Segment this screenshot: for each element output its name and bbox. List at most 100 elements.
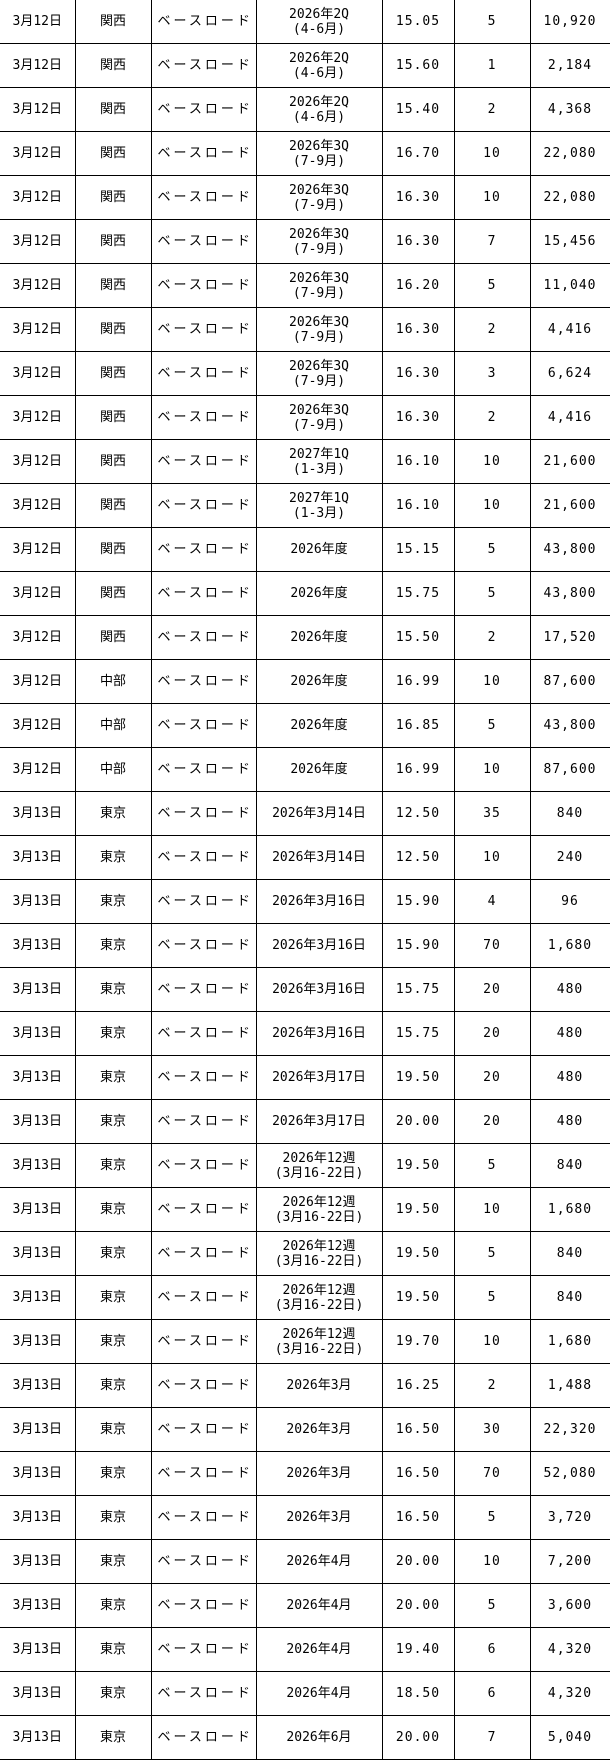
amount-cell: 1,680 [529, 1319, 610, 1364]
amount-cell: 4,320 [529, 1671, 610, 1716]
qty-cell: 10 [453, 1539, 531, 1584]
product-cell: ベースロード [150, 1011, 257, 1056]
table-row: 3月13日 東京 ベースロード 2026年12週 (3月16-22日) 19.50 5 840 [0, 1143, 610, 1188]
product-cell: ベースロード [150, 1495, 257, 1540]
area-cell: 東京 [74, 791, 152, 836]
date-cell: 3月12日 [0, 615, 76, 660]
area-cell: 東京 [74, 1275, 152, 1320]
table-row: 3月12日 関西 ベースロード 2027年1Q (1-3月) 16.10 10 21,600 [0, 439, 610, 484]
area-cell: 関西 [74, 0, 152, 44]
period-label: 2026年3月16日 [272, 938, 366, 953]
area-cell: 関西 [74, 87, 152, 132]
amount-cell: 480 [529, 1055, 610, 1100]
period-label: 2027年1Q [289, 490, 349, 506]
amount-cell: 3,720 [529, 1495, 610, 1540]
area-cell: 東京 [74, 1671, 152, 1716]
period-label: 2026年3Q [289, 402, 349, 418]
period-label: 2026年3月16日 [272, 1026, 366, 1041]
period-label: 2026年3Q [289, 358, 349, 374]
qty-cell: 20 [453, 1055, 531, 1100]
product-cell: ベースロード [150, 923, 257, 968]
date-cell: 3月12日 [0, 747, 76, 792]
qty-cell: 2 [453, 307, 531, 352]
period-cell: 2026年2Q (4-6月) [255, 87, 383, 132]
area-cell: 関西 [74, 219, 152, 264]
date-cell: 3月12日 [0, 307, 76, 352]
price-cell: 15.40 [381, 87, 455, 132]
period-label: 2027年1Q [289, 446, 349, 462]
product-cell: ベースロード [150, 659, 257, 704]
amount-cell: 52,080 [529, 1451, 610, 1496]
period-cell: 2026年度 [255, 615, 383, 660]
price-cell: 16.30 [381, 219, 455, 264]
product-cell: ベースロード [150, 1055, 257, 1100]
date-cell: 3月13日 [0, 1319, 76, 1364]
period-label: 2026年度 [290, 718, 348, 733]
period-sublabel: (7-9月) [292, 373, 346, 389]
period-cell: 2026年3月16日 [255, 967, 383, 1012]
amount-cell: 22,080 [529, 175, 610, 220]
period-cell: 2026年3月17日 [255, 1055, 383, 1100]
period-sublabel: (3月16-22日) [274, 1209, 364, 1225]
price-cell: 12.50 [381, 835, 455, 880]
qty-cell: 7 [453, 1715, 531, 1760]
area-cell: 関西 [74, 263, 152, 308]
date-cell: 3月13日 [0, 1011, 76, 1056]
period-cell: 2026年4月 [255, 1671, 383, 1716]
table-row: 3月13日 東京 ベースロード 2026年4月 20.00 10 7,200 [0, 1539, 610, 1584]
period-cell: 2026年3Q (7-9月) [255, 307, 383, 352]
area-cell: 東京 [74, 1011, 152, 1056]
period-label: 2026年3月16日 [272, 982, 366, 997]
period-label: 2026年3月14日 [272, 850, 366, 865]
period-sublabel: (7-9月) [292, 285, 346, 301]
qty-cell: 2 [453, 395, 531, 440]
price-cell: 19.50 [381, 1231, 455, 1276]
product-cell: ベースロード [150, 1583, 257, 1628]
date-cell: 3月12日 [0, 351, 76, 396]
amount-cell: 840 [529, 1231, 610, 1276]
qty-cell: 6 [453, 1671, 531, 1716]
product-cell: ベースロード [150, 263, 257, 308]
period-cell: 2026年度 [255, 747, 383, 792]
product-cell: ベースロード [150, 1187, 257, 1232]
amount-cell: 840 [529, 1143, 610, 1188]
product-cell: ベースロード [150, 1627, 257, 1672]
area-cell: 関西 [74, 571, 152, 616]
period-cell: 2026年12週 (3月16-22日) [255, 1187, 383, 1232]
table-row: 3月12日 中部 ベースロード 2026年度 16.85 5 43,800 [0, 703, 610, 748]
period-sublabel: (4-6月) [292, 21, 346, 37]
area-cell: 東京 [74, 1055, 152, 1100]
date-cell: 3月12日 [0, 0, 76, 44]
amount-cell: 480 [529, 1011, 610, 1056]
qty-cell: 20 [453, 1011, 531, 1056]
product-cell: ベースロード [150, 703, 257, 748]
area-cell: 関西 [74, 483, 152, 528]
period-cell: 2026年3Q (7-9月) [255, 131, 383, 176]
amount-cell: 6,624 [529, 351, 610, 396]
area-cell: 関西 [74, 131, 152, 176]
area-cell: 東京 [74, 1627, 152, 1672]
date-cell: 3月12日 [0, 659, 76, 704]
price-cell: 16.10 [381, 483, 455, 528]
table-row: 3月13日 東京 ベースロード 2026年12週 (3月16-22日) 19.50 5 840 [0, 1275, 610, 1320]
price-cell: 19.50 [381, 1275, 455, 1320]
product-cell: ベースロード [150, 0, 257, 44]
qty-cell: 10 [453, 131, 531, 176]
period-label: 2026年3Q [289, 270, 349, 286]
period-cell: 2026年4月 [255, 1627, 383, 1672]
period-label: 2026年3月 [286, 1422, 352, 1437]
amount-cell: 43,800 [529, 527, 610, 572]
qty-cell: 10 [453, 835, 531, 880]
qty-cell: 5 [453, 571, 531, 616]
qty-cell: 1 [453, 43, 531, 88]
date-cell: 3月12日 [0, 87, 76, 132]
product-cell: ベースロード [150, 439, 257, 484]
period-sublabel: (7-9月) [292, 153, 346, 169]
qty-cell: 10 [453, 1187, 531, 1232]
area-cell: 関西 [74, 175, 152, 220]
date-cell: 3月12日 [0, 131, 76, 176]
area-cell: 中部 [74, 703, 152, 748]
area-cell: 東京 [74, 1451, 152, 1496]
qty-cell: 2 [453, 615, 531, 660]
period-cell: 2026年3月16日 [255, 1011, 383, 1056]
